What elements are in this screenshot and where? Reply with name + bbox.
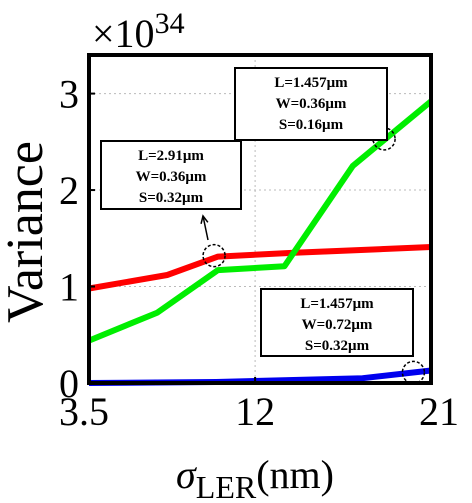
annotation-1: L=1.457μm W=0.36μm S=0.16μm xyxy=(234,67,396,151)
multiplier-exponent: 34 xyxy=(155,7,185,40)
multiplier-base: ×10 xyxy=(92,11,155,56)
annotation-3: L=1.457μm W=0.72μm S=0.32μm xyxy=(260,288,426,385)
y-tick-label: 1 xyxy=(59,265,79,310)
multiplier-label: ×1034 xyxy=(92,7,185,56)
annotation-line: W=0.36μm xyxy=(276,96,347,112)
annotation-line: S=0.32μm xyxy=(139,190,204,206)
axes-frame xyxy=(87,53,433,385)
series-line-1 xyxy=(88,244,432,292)
x-axis-unit: (nm) xyxy=(256,452,334,497)
annotation-line: W=0.36μm xyxy=(136,169,207,185)
x-tick-label: 21 xyxy=(419,389,459,434)
annotation-line: L=1.457μm xyxy=(300,296,374,312)
x-axis-subscript: LER xyxy=(196,469,257,503)
annotation-box xyxy=(100,140,242,210)
annotation-box xyxy=(260,288,414,357)
x-axis-symbol: σ xyxy=(176,452,197,497)
annotations: L=1.457μm W=0.36μm S=0.16μm L=2.91μm W=0.36μ… xyxy=(100,67,426,385)
annotation-marker-circle xyxy=(202,243,226,268)
annotation-arrow xyxy=(202,215,209,241)
annotation-line: L=1.457μm xyxy=(274,75,348,91)
x-axis-label: σLER(nm) xyxy=(176,452,334,503)
annotation-arrowhead xyxy=(200,214,209,224)
annotation-line: S=0.16μm xyxy=(279,117,344,133)
y-axis-label: Variance xyxy=(0,141,54,323)
annotation-line: W=0.72μm xyxy=(302,317,373,333)
y-tick-label: 3 xyxy=(59,72,79,117)
annotation-box xyxy=(234,67,388,141)
x-tick-label: 12 xyxy=(235,389,275,434)
y-tick-label: 0 xyxy=(59,361,79,406)
x-tick-label: 3.5 xyxy=(59,389,109,434)
annotation-line: S=0.32μm xyxy=(305,338,370,354)
annotation-2: L=2.91μm W=0.36μm S=0.32μm xyxy=(100,140,242,268)
y-tick-label: 2 xyxy=(59,168,79,213)
series-line-2 xyxy=(87,98,433,344)
annotation-marker-circle xyxy=(401,360,426,385)
annotation-line: L=2.91μm xyxy=(138,148,204,164)
